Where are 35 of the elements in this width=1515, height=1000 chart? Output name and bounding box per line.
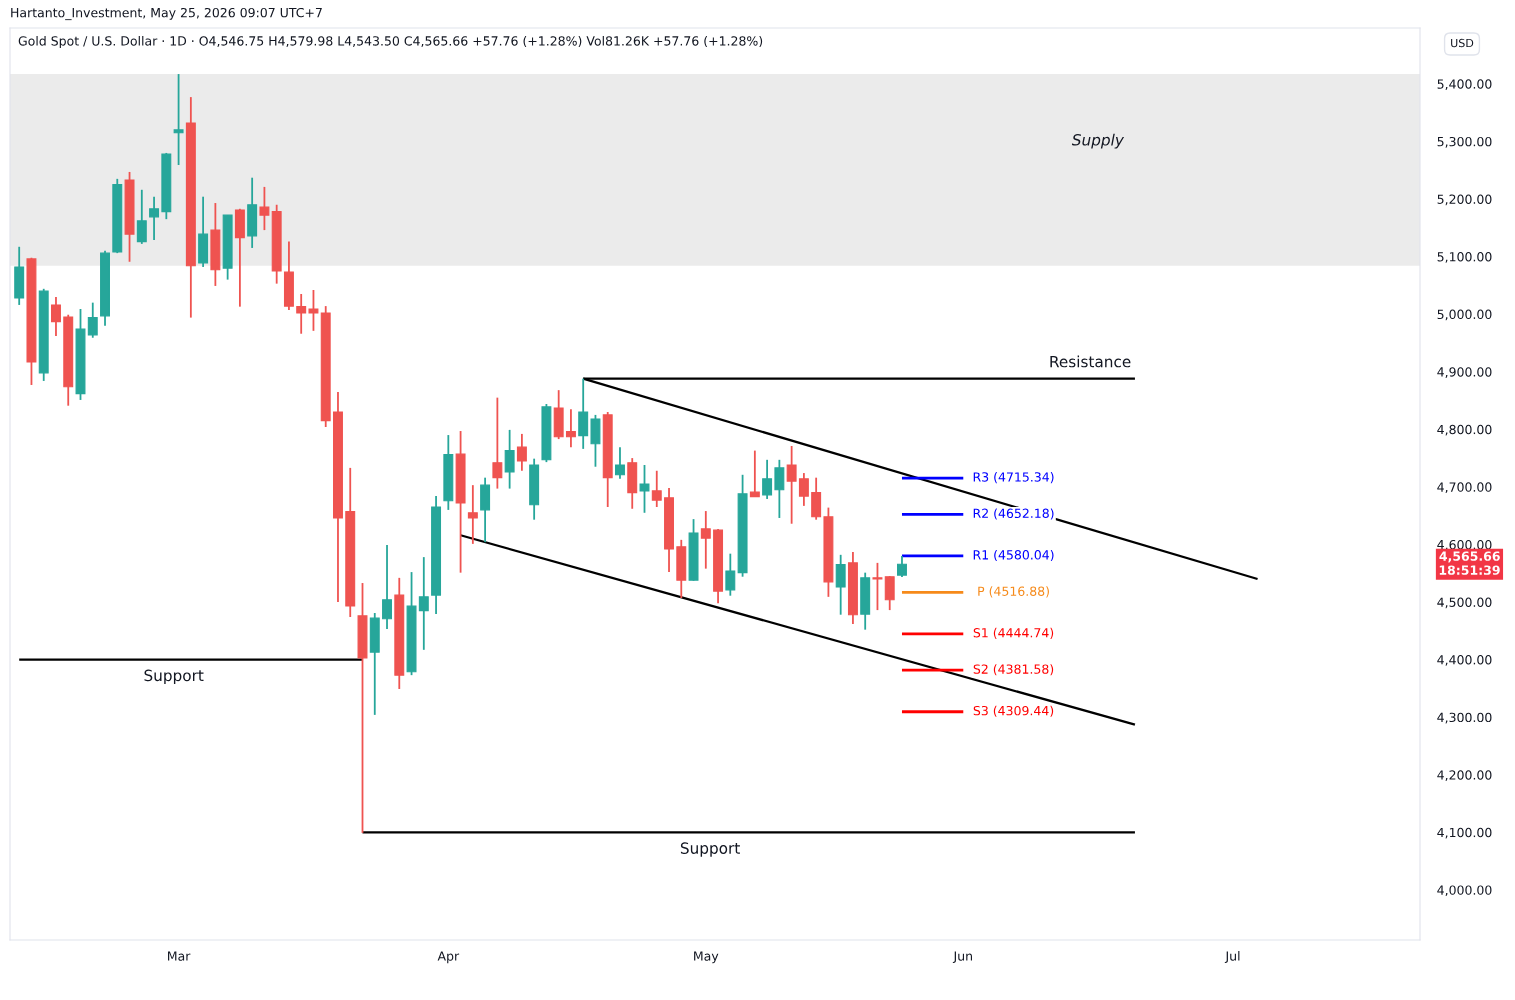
text: Gold Spot / U.S. Dollar · 1D · O4,546.75 H4,579.98 L4,543.50 C4,565.66 +57.76 (+1.28%) Vol81.26K +57.76 (+1.28%) [18, 35, 763, 49]
series-label: Resistance [1050, 355, 1131, 368]
series-label: R3 (4715.34) [973, 472, 1054, 484]
y-tick-label: 4,800.00 [1437, 424, 1492, 436]
x-tick-label: Jul [1224, 951, 1240, 964]
y-tick-label: 4,300.00 [1437, 712, 1492, 724]
y-tick-label: 5,200.00 [1437, 194, 1492, 206]
series-label: S2 (4381.58) [973, 664, 1054, 676]
y-tick-label: 5,100.00 [1437, 252, 1492, 263]
y-tick-label: 4,000.00 [1437, 885, 1492, 897]
y-tick-label: 4,400.00 [1437, 655, 1492, 666]
y-tick-label: 5,000.00 [1437, 309, 1492, 321]
y-tick-label: 5,400.00 [1437, 79, 1492, 91]
series-label: S1 (4444.74) [973, 627, 1054, 639]
band-label: Supply [1071, 133, 1125, 149]
series-label: R1 (4580.04) [973, 549, 1054, 562]
y-tick-label: 4,900.00 [1437, 367, 1492, 378]
y-tick-label: 5,300.00 [1437, 136, 1492, 148]
chart-subtitle: Hartanto_Investment, May 25, 2026 09:07 UTC+7 [11, 7, 322, 21]
text: USD [1451, 38, 1474, 48]
y-tick-label: 4,500.00 [1437, 597, 1492, 609]
series-label: S3 (4309.44) [973, 705, 1054, 717]
y-tick-label: 4,200.00 [1437, 770, 1492, 781]
x-tick-label: Mar [168, 951, 191, 961]
y-tick-label: 4,600.00 [1437, 539, 1492, 551]
x-tick-label: Jun [952, 951, 972, 964]
series-label: Support [144, 669, 204, 685]
series-label: R2 (4652.18) [973, 508, 1054, 520]
y-tick-label: 4,700.00 [1437, 482, 1492, 494]
series-label: P (4516.88) [978, 586, 1049, 598]
series-label: Support [680, 842, 740, 857]
x-tick-label: May [694, 951, 719, 964]
text: 4,565.66 18:51:39 [1439, 551, 1500, 575]
y-tick-label: 4,100.00 [1437, 827, 1492, 839]
x-tick-label: Apr [437, 951, 460, 964]
